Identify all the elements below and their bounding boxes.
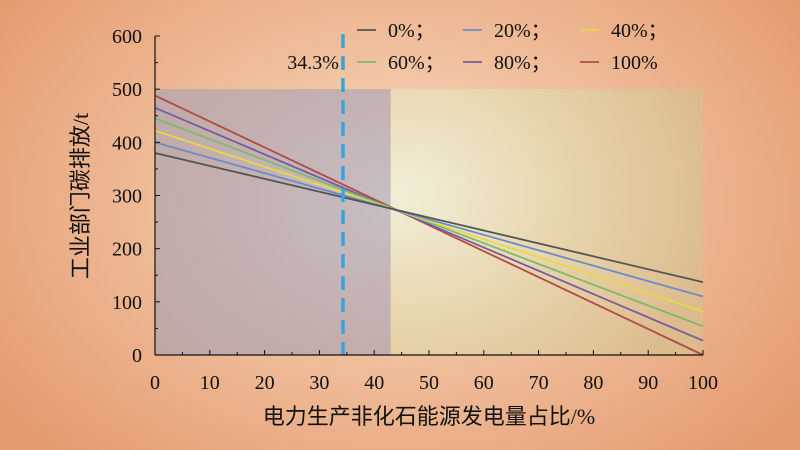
y-tick-label: 200 (112, 239, 142, 261)
shaded-regions (155, 89, 703, 356)
series-line-2 (154, 141, 704, 298)
series-lines (154, 94, 704, 356)
y-tick-label: 300 (112, 186, 142, 208)
shaded-region-1 (155, 89, 391, 356)
series-line-1 (154, 152, 704, 284)
legend-label-6: 100% (611, 52, 658, 74)
x-tick-label: 60 (474, 372, 494, 394)
y-tick-label: 0 (132, 345, 142, 367)
x-tick-label: 100 (688, 372, 718, 394)
x-tick-label: 40 (364, 372, 384, 394)
y-tick-label: 100 (112, 292, 142, 314)
x-tick-label: 50 (419, 372, 439, 394)
x-tick-label: 10 (200, 372, 220, 394)
y-tick-label: 600 (112, 26, 142, 48)
series-line-6 (154, 94, 704, 356)
legend-label-1: 0%； (388, 20, 435, 42)
x-tick-label: 80 (583, 372, 603, 394)
x-tick-label: 90 (638, 372, 658, 394)
y-ticks: 0 100 200 300 400 500 600 (112, 26, 160, 367)
x-tick-label: 0 (150, 372, 160, 394)
series-line-4 (154, 117, 704, 328)
y-tick-label: 500 (112, 79, 142, 101)
y-tick-label: 400 (112, 132, 142, 154)
series-line-5 (154, 106, 704, 342)
x-tick-label: 70 (529, 372, 549, 394)
annotations: 34.3% (287, 34, 345, 355)
legend-label-2: 20%； (494, 20, 551, 42)
shaded-region-2 (390, 89, 703, 356)
series-line-3 (154, 129, 704, 313)
x-axis-label: 电力生产非化石能源发电量占比/% (263, 404, 595, 429)
legend-label-4: 60%； (388, 52, 445, 74)
legend-label-5: 80%； (494, 52, 551, 74)
x-tick-label: 30 (309, 372, 329, 394)
y-axis-label: 工业部门碳排放/t (68, 113, 93, 279)
legend: 0%； 20%； 40%； 60%； 80%； 100% (357, 20, 668, 74)
x-tick-label: 20 (255, 372, 275, 394)
annotation-label: 34.3% (287, 52, 339, 74)
x-ticks: 0 10 20 30 40 50 60 70 80 90 100 (150, 350, 718, 394)
legend-label-3: 40%； (611, 20, 668, 42)
